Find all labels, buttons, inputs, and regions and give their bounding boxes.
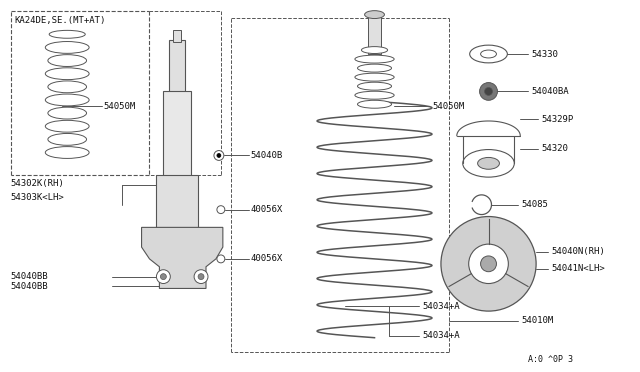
FancyBboxPatch shape <box>163 92 191 180</box>
Ellipse shape <box>45 68 89 80</box>
Text: 40056X: 40056X <box>251 205 283 214</box>
Text: 54302K(RH): 54302K(RH) <box>11 179 65 187</box>
Ellipse shape <box>470 45 508 63</box>
Text: 54034+A: 54034+A <box>422 302 460 311</box>
Ellipse shape <box>48 81 86 93</box>
Text: 54085: 54085 <box>521 200 548 209</box>
Ellipse shape <box>481 50 497 58</box>
Text: 54050M: 54050M <box>104 102 136 111</box>
Ellipse shape <box>48 55 86 67</box>
Text: 54050M: 54050M <box>432 102 464 111</box>
Circle shape <box>194 270 208 283</box>
Ellipse shape <box>48 134 86 145</box>
Ellipse shape <box>45 147 89 158</box>
Ellipse shape <box>362 46 388 54</box>
Text: 54329P: 54329P <box>541 115 573 124</box>
Text: 54010M: 54010M <box>521 317 554 326</box>
Text: KA24DE,SE.(MT+AT): KA24DE,SE.(MT+AT) <box>15 16 106 25</box>
Text: 54040N(RH): 54040N(RH) <box>551 247 605 257</box>
Text: 54040BB: 54040BB <box>11 272 49 281</box>
Ellipse shape <box>355 55 394 63</box>
Ellipse shape <box>355 73 394 81</box>
Text: 40056X: 40056X <box>251 254 283 263</box>
Ellipse shape <box>358 82 392 90</box>
Text: 54041N<LH>: 54041N<LH> <box>551 264 605 273</box>
Circle shape <box>481 256 497 272</box>
Circle shape <box>484 87 493 95</box>
Text: 54330: 54330 <box>531 49 558 58</box>
Text: A:0 ^0P 3: A:0 ^0P 3 <box>528 355 573 364</box>
Circle shape <box>217 154 221 157</box>
Circle shape <box>198 274 204 280</box>
Ellipse shape <box>355 91 394 99</box>
Text: 54040BB: 54040BB <box>11 282 49 291</box>
Ellipse shape <box>48 107 86 119</box>
Polygon shape <box>141 227 223 288</box>
Circle shape <box>156 270 170 283</box>
Ellipse shape <box>45 94 89 106</box>
Circle shape <box>468 244 508 283</box>
Ellipse shape <box>45 42 89 53</box>
Ellipse shape <box>365 11 385 19</box>
Ellipse shape <box>358 64 392 72</box>
FancyBboxPatch shape <box>156 175 198 230</box>
Circle shape <box>441 217 536 311</box>
FancyBboxPatch shape <box>367 15 381 54</box>
FancyBboxPatch shape <box>173 31 181 42</box>
Ellipse shape <box>477 157 499 169</box>
Circle shape <box>217 206 225 214</box>
Circle shape <box>217 255 225 263</box>
Text: 54303K<LH>: 54303K<LH> <box>11 193 65 202</box>
Text: 54040BA: 54040BA <box>531 87 569 96</box>
Ellipse shape <box>45 120 89 132</box>
Text: 54320: 54320 <box>541 144 568 153</box>
Ellipse shape <box>463 150 515 177</box>
Circle shape <box>161 274 166 280</box>
FancyBboxPatch shape <box>170 40 185 94</box>
Ellipse shape <box>49 31 85 38</box>
Circle shape <box>479 83 497 100</box>
Text: 54040B: 54040B <box>251 151 283 160</box>
Ellipse shape <box>358 100 392 108</box>
Text: 54034+A: 54034+A <box>422 331 460 340</box>
Circle shape <box>214 151 224 160</box>
